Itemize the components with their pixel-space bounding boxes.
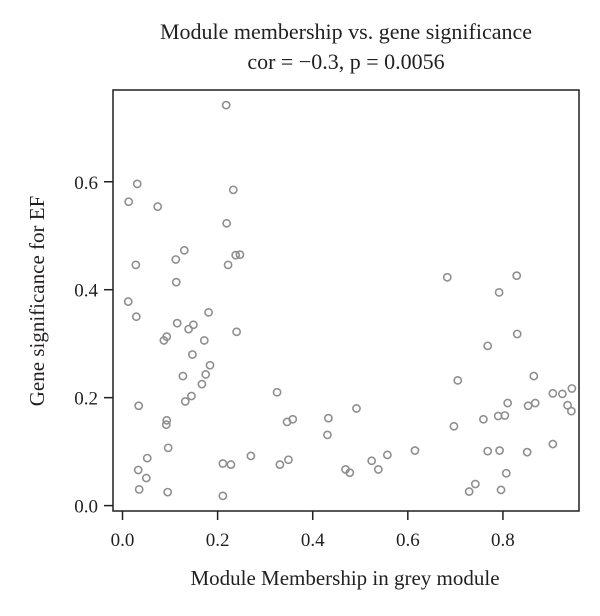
data-point: [162, 415, 172, 425]
data-point: [512, 329, 522, 339]
data-point: [494, 288, 504, 297]
data-point: [131, 260, 141, 270]
data-point: [123, 297, 133, 306]
data-point: [382, 450, 392, 460]
data-point: [557, 389, 567, 399]
data-point: [496, 485, 506, 495]
data-point: [201, 370, 211, 379]
data-point: [184, 324, 194, 334]
data-point: [345, 468, 355, 478]
y-tick-label: 0.6: [74, 173, 98, 194]
data-point: [272, 387, 282, 397]
y-tick-label: 0.2: [74, 389, 98, 410]
data-point: [523, 401, 533, 411]
y-axis-label: Gene significance for EF: [25, 196, 49, 407]
x-axis: 0.0 0.2 0.4 0.6 0.8: [111, 511, 515, 551]
data-point: [501, 468, 511, 478]
data-point: [180, 397, 190, 406]
data-point: [470, 479, 480, 489]
data-point: [171, 277, 181, 287]
data-point: [222, 218, 232, 228]
x-tick-label: 0.0: [111, 530, 135, 551]
chart-subtitle: cor = −0.3, p = 0.0056: [247, 49, 444, 74]
data-point: [188, 350, 197, 359]
data-point: [188, 320, 198, 330]
data-point: [226, 460, 236, 469]
data-point: [367, 456, 377, 466]
data-point: [464, 487, 474, 496]
data-point: [134, 401, 144, 411]
data-point: [512, 271, 522, 281]
x-tick-label: 0.2: [206, 530, 230, 551]
data-point: [442, 272, 452, 282]
data-point: [187, 391, 196, 401]
data-point: [179, 245, 189, 255]
data-point: [548, 388, 558, 398]
data-point: [172, 318, 182, 328]
points-layer: [123, 100, 577, 501]
data-point: [232, 327, 242, 337]
data-point: [483, 446, 493, 456]
x-tick-label: 0.6: [396, 530, 420, 551]
data-point: [503, 398, 513, 408]
y-tick-label: 0.0: [74, 497, 98, 518]
data-point: [453, 375, 463, 385]
data-point: [352, 404, 361, 413]
data-point: [218, 491, 228, 501]
data-point: [132, 179, 142, 189]
data-point: [530, 398, 540, 408]
data-point: [162, 332, 172, 342]
data-point: [522, 447, 532, 457]
data-point: [529, 371, 539, 381]
data-point: [221, 100, 231, 110]
data-point: [171, 255, 181, 264]
data-point: [153, 202, 163, 211]
data-point: [197, 379, 207, 389]
data-point: [563, 400, 572, 410]
data-point: [231, 250, 241, 260]
data-point: [178, 371, 188, 381]
data-point: [235, 250, 245, 260]
data-point: [131, 312, 141, 322]
data-point: [324, 413, 333, 423]
data-point: [483, 341, 493, 351]
data-point: [163, 443, 173, 453]
data-point: [199, 336, 209, 345]
data-point: [218, 459, 228, 468]
data-point: [449, 421, 459, 431]
data-point: [323, 430, 332, 440]
data-point: [134, 485, 144, 494]
data-point: [228, 185, 238, 195]
y-tick-label: 0.4: [74, 281, 98, 302]
x-tick-label: 0.4: [301, 530, 325, 551]
data-point: [204, 307, 213, 317]
data-point: [163, 487, 173, 497]
data-point: [500, 411, 510, 420]
data-point: [223, 260, 233, 270]
x-tick-label: 0.8: [491, 530, 515, 551]
data-point: [161, 420, 171, 430]
data-point: [142, 453, 152, 463]
data-point: [566, 406, 576, 416]
data-point: [495, 446, 504, 455]
chart-title: Module membership vs. gene significance: [160, 19, 532, 44]
data-point: [141, 473, 151, 483]
data-point: [479, 414, 488, 424]
data-point: [373, 465, 383, 474]
data-point: [133, 465, 143, 475]
y-axis: 0.0 0.2 0.4 0.6: [74, 173, 113, 518]
plot-frame: [112, 89, 580, 512]
data-point: [246, 451, 256, 461]
x-axis-label: Module Membership in grey module: [190, 566, 499, 590]
data-point: [548, 439, 558, 449]
data-point: [567, 384, 577, 393]
data-point: [124, 197, 134, 207]
data-point: [275, 460, 285, 469]
data-point: [284, 455, 293, 465]
data-point: [410, 446, 420, 455]
data-point: [205, 360, 215, 370]
data-point: [288, 414, 298, 424]
